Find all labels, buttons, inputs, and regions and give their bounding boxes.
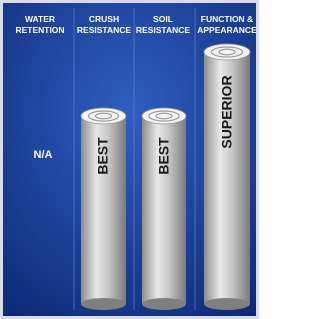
column: FUNCTION & APPEARANCE SUPERIOR [197, 14, 257, 310]
header-line: APPEARANCE [197, 25, 257, 35]
header-line: RESISTANCE [77, 25, 131, 35]
rating: BEST [156, 137, 172, 175]
header-line: FUNCTION & [201, 14, 253, 24]
header-line: RETENTION [15, 25, 64, 35]
header-line: WATER [25, 14, 55, 24]
infographic: WATER RETENTION N/A CRUSH RESISTANCE BES… [0, 0, 259, 319]
header-line: RESISTANCE [136, 25, 190, 35]
header-line: SOIL [153, 14, 173, 24]
rating: SUPERIOR [219, 75, 235, 148]
rating: BEST [95, 137, 111, 175]
header-line: CRUSH [89, 14, 119, 24]
rating: N/A [34, 149, 53, 161]
